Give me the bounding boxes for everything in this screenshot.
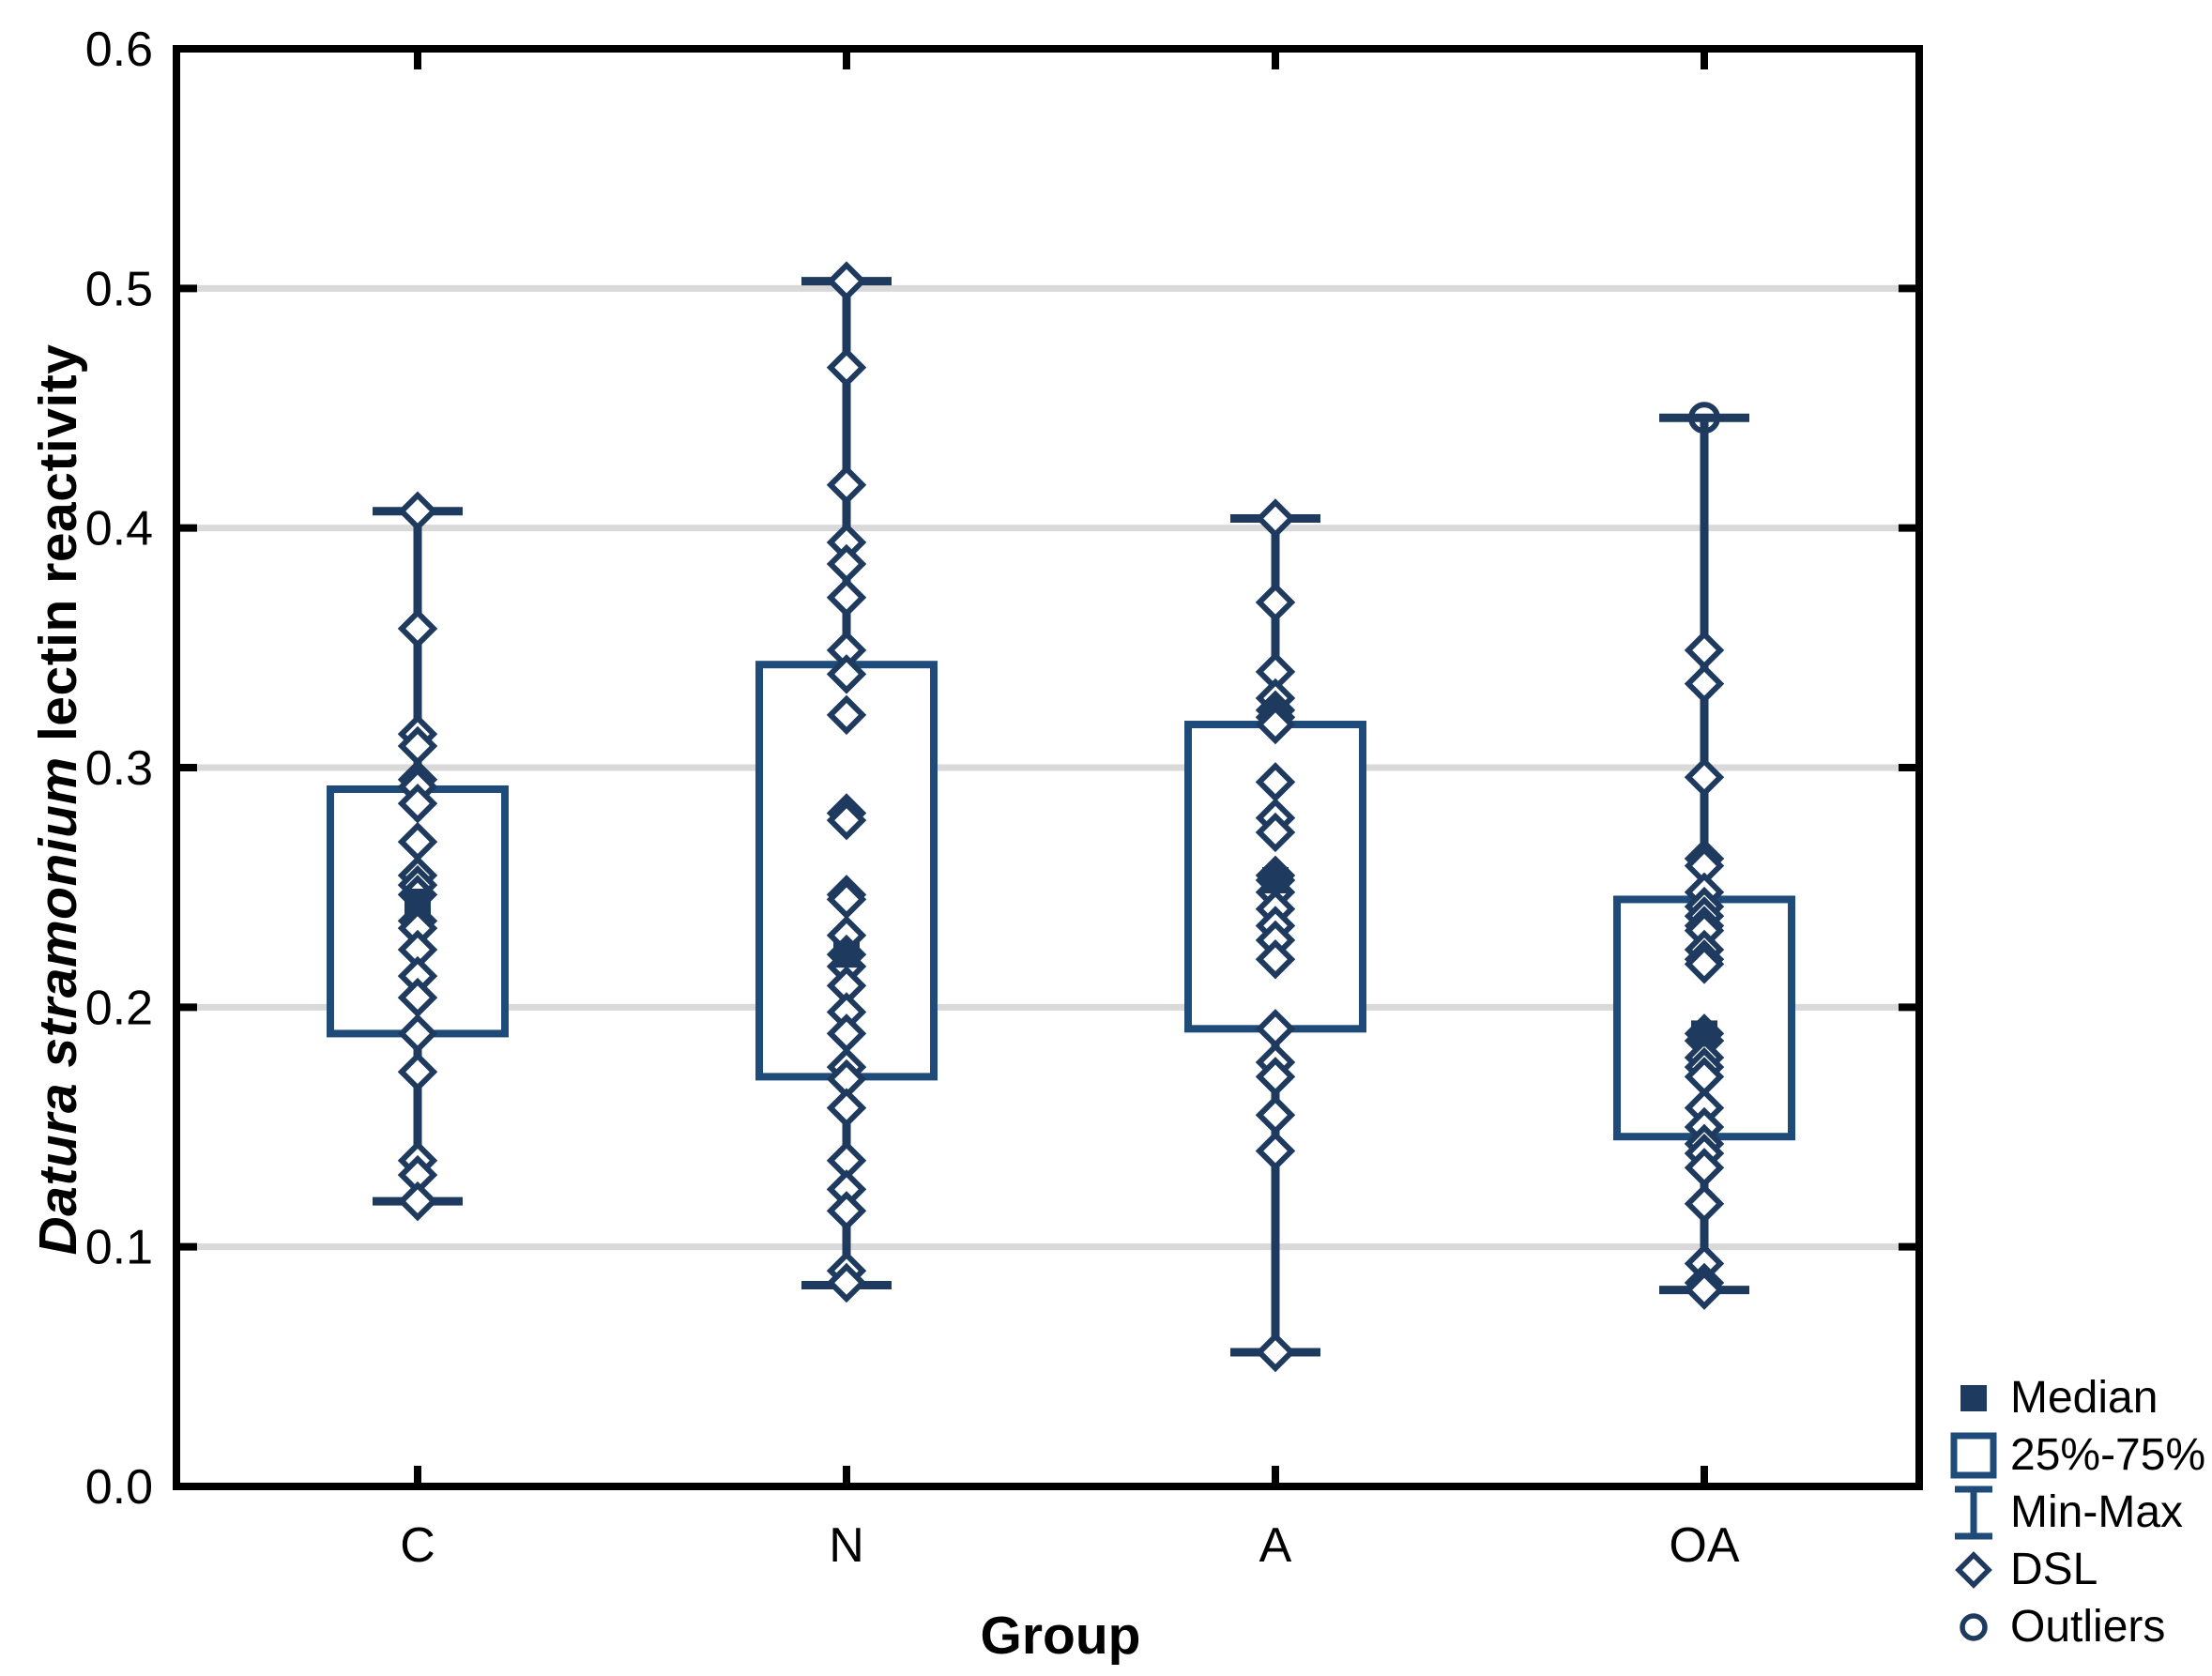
dsl-point-diamond — [1255, 1094, 1296, 1135]
dsl-point-diamond — [1684, 756, 1725, 798]
dsl-point-diamond — [826, 1262, 867, 1303]
outlier-circle — [1688, 402, 1720, 434]
dsl-point-diamond — [1255, 939, 1296, 980]
dsl-point-diamond — [826, 1191, 867, 1231]
dsl-point-diamond — [1255, 1057, 1296, 1097]
legend-label-iqr: 25%-75% — [2010, 1430, 2206, 1480]
dsl-point-diamond — [397, 608, 438, 649]
dsl-point-diamond — [826, 577, 867, 617]
dsl-point-diamond — [397, 977, 438, 1018]
median-marker — [833, 941, 860, 968]
legend-item-dsl: DSL — [1948, 1541, 2205, 1598]
dsl-point-diamond — [1684, 1148, 1725, 1188]
y-axis-title: Datura stramonium lectin reactivity — [27, 344, 89, 1256]
iqr-open-square-icon — [1948, 1432, 1999, 1479]
y-tick-label: 0.1 — [85, 1221, 153, 1275]
dsl-point-diamond — [1684, 630, 1725, 671]
legend-item-iqr: 25%-75% — [1948, 1426, 2205, 1484]
minmax-whisker-icon — [1948, 1485, 1999, 1541]
x-tick-label: OA — [1669, 1518, 1739, 1573]
y-tick-label: 0.0 — [85, 1460, 153, 1515]
y-tick-label: 0.3 — [85, 741, 153, 796]
legend: Median 25%-75% Min-Max DSL Outliers — [1948, 1369, 2205, 1655]
median-filled-square-icon — [1948, 1384, 1999, 1412]
dsl-point-diamond — [826, 654, 867, 694]
legend-label-dsl: DSL — [2010, 1545, 2098, 1594]
median-marker — [1262, 867, 1289, 894]
dsl-point-diamond — [397, 1181, 438, 1222]
x-tick-label: C — [400, 1518, 435, 1573]
legend-item-minmax: Min-Max — [1948, 1484, 2205, 1541]
dsl-point-diamond — [826, 800, 867, 841]
dsl-point-diamond — [1684, 663, 1725, 704]
dsl-point-diamond — [826, 543, 867, 585]
y-tick-label: 0.5 — [85, 262, 153, 316]
x-tick-label: N — [829, 1518, 864, 1573]
dsl-point-diamond — [397, 491, 438, 532]
legend-item-median: Median — [1948, 1369, 2205, 1426]
legend-label-minmax: Min-Max — [2010, 1487, 2184, 1537]
legend-label-median: Median — [2010, 1373, 2159, 1423]
legend-item-outliers: Outliers — [1948, 1598, 2205, 1655]
dsl-point-diamond — [826, 465, 867, 505]
dsl-point-diamond — [1684, 1183, 1725, 1224]
dsl-point-diamond — [1255, 812, 1296, 853]
dsl-point-diamond — [1255, 1332, 1296, 1373]
dsl-point-diamond — [826, 347, 867, 388]
dsl-point-diamond — [1255, 704, 1296, 745]
y-axis-title-italic: Datura stramonium — [28, 756, 88, 1256]
median-marker — [1691, 1020, 1717, 1047]
y-axis-title-rest: lectin reactivity — [28, 343, 88, 757]
y-tick-label: 0.2 — [85, 981, 153, 1035]
dsl-point-diamond — [1255, 582, 1296, 623]
dsl-point-diamond — [1255, 498, 1296, 539]
dsl-point-diamond — [826, 1088, 867, 1128]
dsl-point-diamond — [1684, 944, 1725, 984]
y-tick-label: 0.6 — [85, 23, 153, 77]
dsl-point-diamond — [397, 1013, 438, 1054]
dsl-point-diamond — [1255, 1131, 1296, 1171]
x-tick-label: A — [1259, 1518, 1292, 1573]
dsl-point-diamond — [397, 1052, 438, 1092]
y-tick-label: 0.4 — [85, 502, 153, 556]
legend-label-outliers: Outliers — [2010, 1602, 2166, 1652]
dsl-point-diamond — [826, 694, 867, 736]
dsl-point-diamond — [826, 261, 867, 301]
dsl-point-diamond — [1255, 762, 1296, 802]
x-axis-title: Group — [980, 1606, 1141, 1666]
dsl-point-diamond — [1684, 1270, 1725, 1310]
dsl-point-diamond — [826, 879, 867, 920]
dsl-point-diamond — [397, 784, 438, 824]
dsl-open-diamond-icon — [1948, 1550, 1999, 1589]
median-marker — [404, 888, 431, 915]
outliers-open-circle-icon — [1948, 1610, 1999, 1644]
